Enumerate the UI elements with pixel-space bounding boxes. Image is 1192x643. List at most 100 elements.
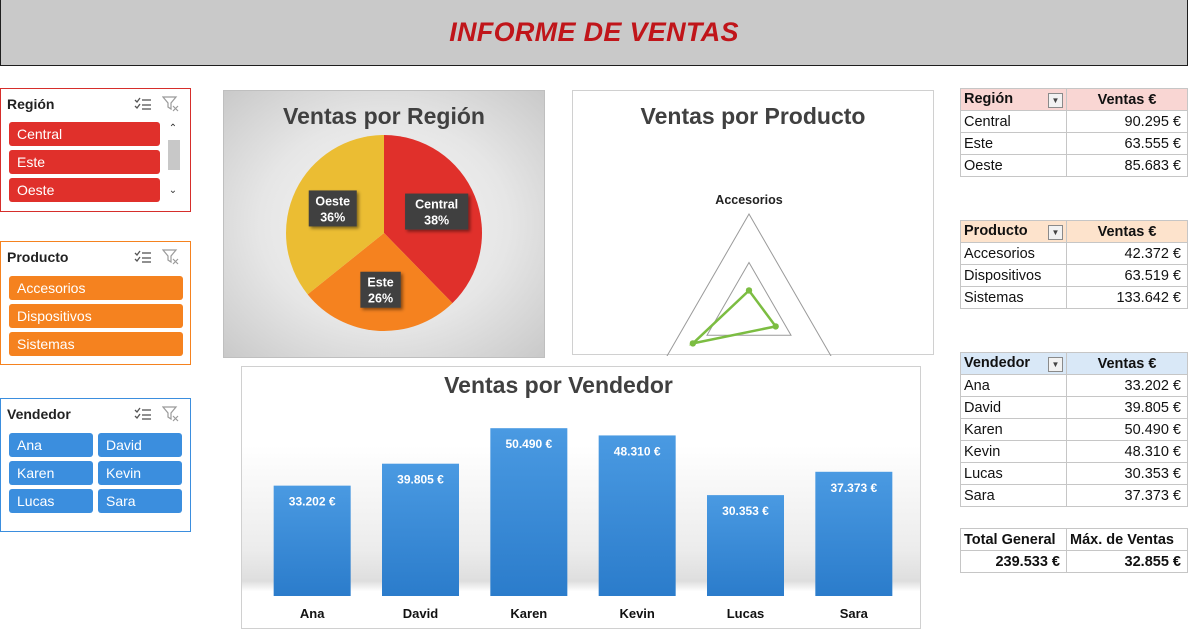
filter-dropdown-icon[interactable]: ▼ <box>1048 93 1063 108</box>
header-banner: INFORME DE VENTAS <box>0 0 1188 66</box>
filter-dropdown-icon[interactable]: ▼ <box>1048 225 1063 240</box>
slicer-item-este[interactable]: Este <box>9 150 160 174</box>
slicer-item-oeste[interactable]: Oeste <box>9 178 160 202</box>
totals-table: Total General Máx. de Ventas 239.533 € 3… <box>960 528 1188 573</box>
pivot-table-producto: Producto ▼ Ventas € Accesorios 42.372 € Di… <box>960 220 1188 309</box>
svg-text:Oeste: Oeste <box>315 194 350 208</box>
table-cell: Ana <box>960 374 1067 397</box>
page-title: INFORME DE VENTAS <box>449 17 739 47</box>
clear-filter-icon[interactable] <box>160 95 182 113</box>
table-row: Sistemas 133.642 € <box>960 286 1188 309</box>
pivot-vendedor-header: Vendedor ▼ <box>960 352 1067 375</box>
slicer-item-lucas[interactable]: Lucas <box>9 489 93 513</box>
radar-axis-label-dispositivos: Dispositivos <box>837 355 911 357</box>
bar-ana[interactable] <box>273 485 351 596</box>
table-cell: 90.295 € <box>1066 110 1188 133</box>
svg-text:Central: Central <box>415 198 458 212</box>
clear-filter-icon[interactable] <box>160 405 182 423</box>
radar-axis-label-accesorios: Accesorios <box>715 193 782 207</box>
table-row: Oeste 85.683 € <box>960 154 1188 177</box>
svg-text:38%: 38% <box>424 214 449 228</box>
bar-chart: 33.202 € Ana 39.805 € David 50.490 € Karen 48.… <box>273 428 893 621</box>
table-cell: Sistemas <box>960 286 1067 309</box>
radar-point-dispositivos[interactable] <box>772 323 779 330</box>
clear-filter-icon[interactable] <box>160 248 182 266</box>
scroll-thumb[interactable] <box>168 140 180 170</box>
scroll-down-icon[interactable]: ⌄ <box>168 185 178 196</box>
bar-value-label: 39.805 € <box>397 473 444 487</box>
pivot-producto-value-header: Ventas € <box>1066 220 1188 243</box>
slicer-scrollbar[interactable]: ⌃ ⌄ <box>166 122 180 202</box>
table-cell: Este <box>960 132 1067 155</box>
pivot-region-header: Región ▼ <box>960 88 1067 111</box>
bar-value-label: 33.202 € <box>289 495 336 509</box>
slicer-item-ana[interactable]: Ana <box>9 433 93 457</box>
table-row: Lucas 30.353 € <box>960 462 1188 485</box>
pivot-table-region: Región ▼ Ventas € Central 90.295 € Este 63.… <box>960 88 1188 177</box>
total-general-header: Total General <box>960 528 1067 551</box>
total-general-value: 239.533 € <box>960 550 1067 573</box>
table-cell: Central <box>960 110 1067 133</box>
bar-category-label: Lucas <box>727 606 765 621</box>
radar-series-line[interactable] <box>688 288 778 346</box>
bar-category-label: Karen <box>510 606 547 621</box>
multi-select-icon[interactable] <box>132 248 154 266</box>
table-cell: 42.372 € <box>1066 242 1188 265</box>
slicer-item-sara[interactable]: Sara <box>98 489 182 513</box>
bar-category-label: Kevin <box>619 606 654 621</box>
table-row: Este 63.555 € <box>960 132 1188 155</box>
bar-karen[interactable] <box>490 428 568 596</box>
slicer-region-title: Región <box>7 96 55 112</box>
bar-value-label: 48.310 € <box>614 444 661 458</box>
chart-region-panel: Ventas por Región Central 38% Este 26% Oeste… <box>223 90 545 358</box>
pie-label-oeste: Oeste 36% <box>308 190 357 227</box>
bar-sara[interactable] <box>815 471 893 596</box>
table-row: Central 90.295 € <box>960 110 1188 133</box>
chart-vendedor-title: Ventas por Vendedor <box>444 372 673 398</box>
bar-category-label: Ana <box>300 606 325 621</box>
table-cell: 37.373 € <box>1066 484 1188 507</box>
pivot-table-vendedor: Vendedor ▼ Ventas € Ana 33.202 € David 39.8… <box>960 352 1188 507</box>
table-cell: 33.202 € <box>1066 374 1188 397</box>
slicer-item-sistemas[interactable]: Sistemas <box>9 332 183 356</box>
pie-label-central: Central 38% <box>405 193 469 230</box>
slicer-item-david[interactable]: David <box>98 433 182 457</box>
table-cell: Accesorios <box>960 242 1067 265</box>
table-cell: 39.805 € <box>1066 396 1188 419</box>
bar-kevin[interactable] <box>598 435 676 596</box>
chart-vendedor-panel: Ventas por Vendedor 33.202 € Ana 39.805 € D… <box>241 366 921 629</box>
radar-point-sistemas[interactable] <box>689 340 697 347</box>
bar-lucas[interactable] <box>707 495 784 596</box>
pie-label-este: Este 26% <box>360 271 401 308</box>
slicer-item-karen[interactable]: Karen <box>9 461 93 485</box>
slicer-region: Región Central Este Oeste ⌃ ⌄ <box>0 88 191 212</box>
pivot-vendedor-header-label: Vendedor <box>964 355 1031 371</box>
pivot-region-header-label: Región <box>964 91 1014 107</box>
table-row: David 39.805 € <box>960 396 1188 419</box>
radar-grid-ring <box>706 261 792 336</box>
table-row: 239.533 € 32.855 € <box>960 550 1188 573</box>
table-cell: Dispositivos <box>960 264 1067 287</box>
radar-grid-ring <box>666 212 832 356</box>
scroll-up-icon[interactable]: ⌃ <box>168 123 178 134</box>
slicer-vendedor: Vendedor Ana David Karen Kevin Lucas Sar… <box>0 398 191 532</box>
multi-select-icon[interactable] <box>132 405 154 423</box>
slicer-item-central[interactable]: Central <box>9 122 160 146</box>
table-cell: 48.310 € <box>1066 440 1188 463</box>
filter-dropdown-icon[interactable]: ▼ <box>1048 357 1063 372</box>
table-cell: 50.490 € <box>1066 418 1188 441</box>
table-cell: 133.642 € <box>1066 286 1188 309</box>
table-row: Ana 33.202 € <box>960 374 1188 397</box>
svg-text:36%: 36% <box>320 210 345 224</box>
radar-point-accesorios[interactable] <box>745 287 753 294</box>
slicer-item-accesorios[interactable]: Accesorios <box>9 276 183 300</box>
bar-category-label: David <box>403 606 438 621</box>
bar-david[interactable] <box>382 463 459 596</box>
table-cell: David <box>960 396 1067 419</box>
table-row: Sara 37.373 € <box>960 484 1188 507</box>
slicer-item-dispositivos[interactable]: Dispositivos <box>9 304 183 328</box>
chart-producto-title: Ventas por Producto <box>640 103 866 129</box>
multi-select-icon[interactable] <box>132 95 154 113</box>
slicer-item-kevin[interactable]: Kevin <box>98 461 182 485</box>
table-cell: 85.683 € <box>1066 154 1188 177</box>
